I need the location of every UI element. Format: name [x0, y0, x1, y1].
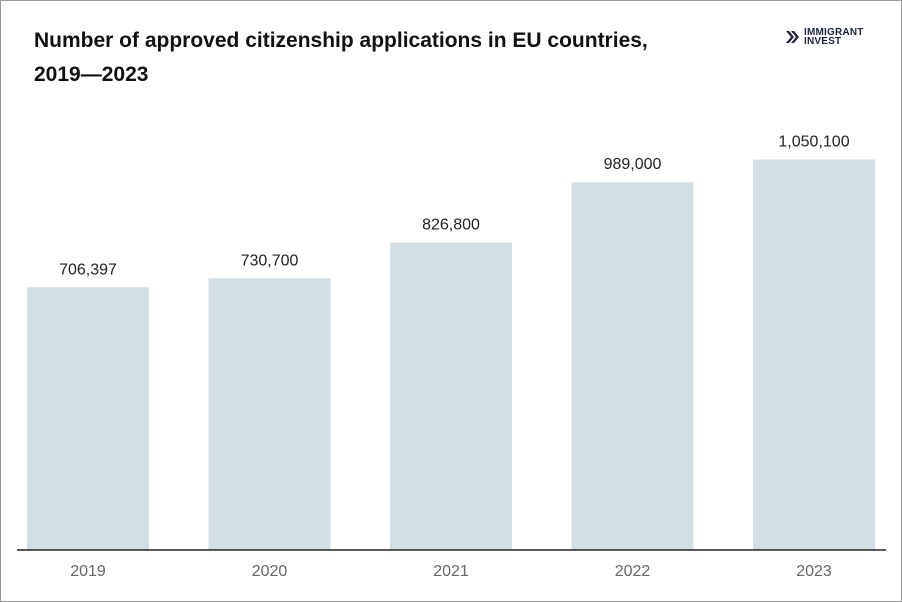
- chart-title: Number of approved citizenship applicati…: [34, 29, 648, 86]
- data-label-2019: 706,397: [59, 261, 117, 278]
- logo-line2: INVEST: [804, 36, 842, 47]
- x-tick-label: 2023: [796, 563, 832, 580]
- logo-line1: IMMIGRANT: [804, 27, 864, 38]
- bar-2023: [753, 159, 875, 550]
- bar-2020: [208, 278, 331, 550]
- x-tick-label: 2019: [70, 563, 106, 580]
- logo: IMMIGRANT INVEST: [785, 27, 864, 47]
- data-label-2022: 989,000: [604, 156, 662, 173]
- data-label-2021: 826,800: [422, 217, 480, 234]
- data-label-2023: 1,050,100: [778, 133, 849, 150]
- bar-2022: [571, 182, 694, 551]
- bar-2019: [27, 287, 149, 550]
- x-tick-label: 2020: [252, 563, 288, 580]
- bar-2021: [390, 242, 512, 550]
- logo-chevron-icon: [786, 31, 799, 43]
- x-tick-label: 2022: [615, 563, 651, 580]
- data-label-2020: 730,700: [241, 252, 299, 269]
- x-tick-label: 2021: [433, 563, 469, 580]
